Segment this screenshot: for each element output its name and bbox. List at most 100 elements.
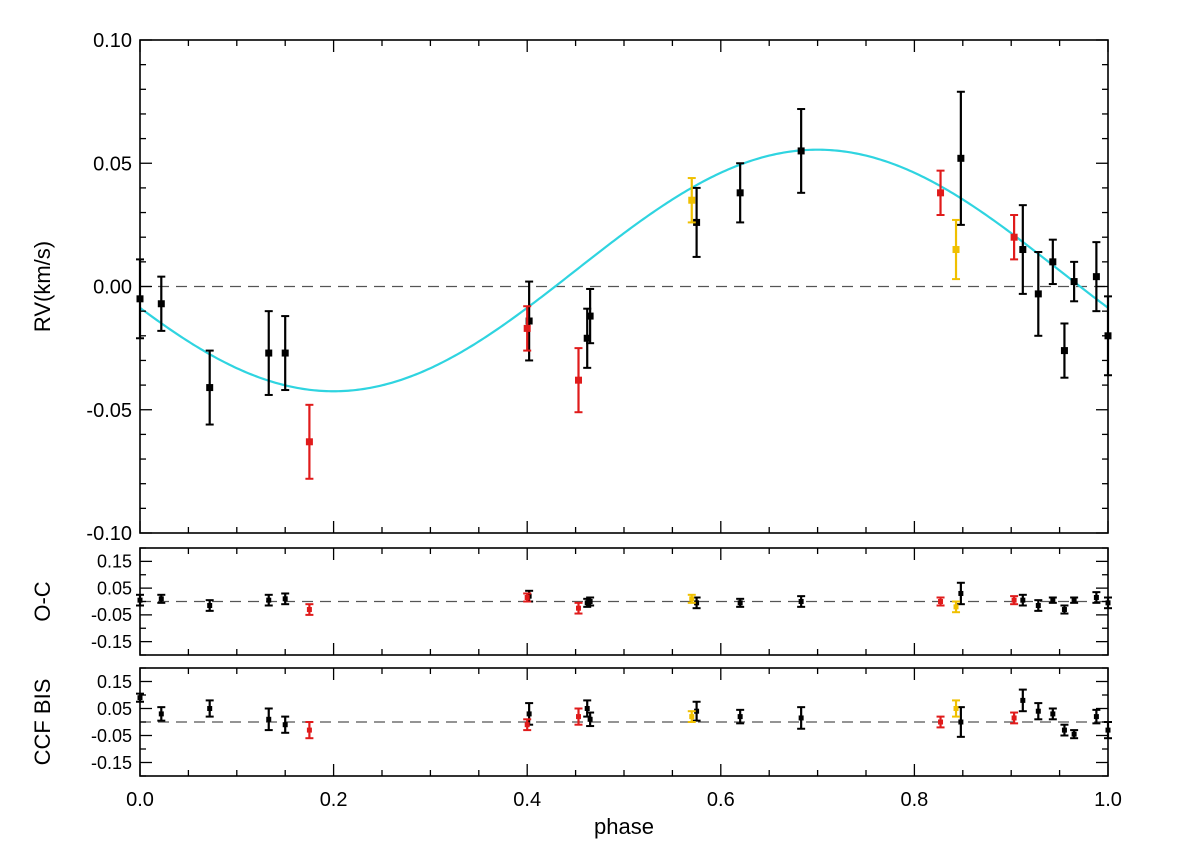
x-tick-label: 0.2 <box>320 789 348 811</box>
data-point-black <box>525 280 534 362</box>
data-point-black <box>736 162 745 224</box>
data-point-black <box>205 699 214 718</box>
rv-panel: 0.10 0.05 0.00 -0.05 -0.10 RV(km/s) <box>30 30 1112 545</box>
data-marker <box>524 594 530 600</box>
data-marker <box>689 714 695 720</box>
data-point-red <box>523 305 532 352</box>
data-point-black <box>1034 250 1043 337</box>
oc-panel: 0.15 0.05 -0.05 -0.15 O-C <box>30 547 1112 656</box>
data-point-black <box>205 349 214 426</box>
data-point-black <box>586 596 595 607</box>
data-marker <box>1093 714 1099 720</box>
data-point-red <box>574 707 583 726</box>
data-point-black <box>1018 688 1027 713</box>
x-tick-label: 0.4 <box>513 789 541 811</box>
data-point-red <box>936 169 945 217</box>
y-tick-label: -0.05 <box>91 605 132 625</box>
data-marker <box>266 597 272 603</box>
data-point-black <box>157 593 166 604</box>
y-tick-label: 0.15 <box>97 552 132 572</box>
y-axis-label: CCF BIS <box>30 679 55 766</box>
y-tick-label: -0.15 <box>91 632 132 652</box>
data-point-black <box>692 186 701 258</box>
data-marker <box>688 196 696 204</box>
data-point-black <box>1092 708 1101 725</box>
data-marker <box>586 312 594 320</box>
data-marker <box>266 716 272 722</box>
data-point-black <box>264 593 273 607</box>
data-marker <box>953 604 959 610</box>
y-tick-label: 0.05 <box>93 153 132 175</box>
data-marker <box>938 599 944 604</box>
data-point-black <box>956 90 965 226</box>
data-marker <box>937 189 945 197</box>
data-marker <box>1020 697 1026 703</box>
data-marker <box>694 708 700 714</box>
data-marker <box>1071 597 1077 603</box>
data-marker <box>1034 290 1042 298</box>
data-marker <box>524 722 530 728</box>
data-point-black <box>157 275 166 332</box>
y-tick-label: -0.10 <box>86 523 132 545</box>
data-point-black <box>281 315 290 392</box>
y-tick-label: -0.05 <box>86 400 132 422</box>
data-marker <box>158 596 164 602</box>
data-marker <box>1035 603 1041 609</box>
data-marker <box>584 600 590 606</box>
y-axis-label: RV(km/s) <box>30 241 55 332</box>
data-point-black <box>797 706 806 730</box>
data-point-yellow <box>687 710 696 723</box>
data-marker <box>282 596 288 602</box>
data-point-yellow <box>687 593 696 604</box>
data-marker <box>575 376 583 384</box>
data-point-red <box>305 603 314 616</box>
y-tick-label: 0.00 <box>93 277 132 299</box>
data-marker <box>1071 731 1077 737</box>
data-point-red <box>1010 595 1019 606</box>
data-point-red <box>1010 214 1019 261</box>
data-marker <box>1092 273 1100 281</box>
data-point-red <box>574 601 583 615</box>
data-marker <box>1061 727 1067 733</box>
data-marker <box>694 600 700 606</box>
data-point-black <box>956 581 965 606</box>
data-marker <box>265 349 273 357</box>
y-tick-label: 0.10 <box>93 30 132 52</box>
data-point-black <box>281 592 290 606</box>
data-point-black <box>692 700 701 722</box>
x-tick-label: 0.8 <box>900 789 928 811</box>
data-marker <box>281 349 289 357</box>
data-point-black <box>586 711 595 728</box>
data-marker <box>1050 711 1056 717</box>
data-point-black <box>1048 707 1057 721</box>
data-marker <box>938 719 944 725</box>
data-point-black <box>264 310 273 396</box>
data-point-black <box>797 108 806 194</box>
y-tick-label: -0.05 <box>91 726 132 746</box>
data-point-red <box>936 596 945 607</box>
data-point-black <box>264 707 273 732</box>
data-marker <box>952 246 960 254</box>
data-point-red <box>305 721 314 740</box>
data-point-black <box>205 599 214 612</box>
data-marker <box>587 599 593 604</box>
y-axis-label: O-C <box>30 581 55 621</box>
data-point-black <box>1018 593 1027 607</box>
data-marker <box>525 317 533 325</box>
data-point-black <box>736 708 745 725</box>
data-marker <box>1019 246 1027 254</box>
data-marker <box>576 714 582 720</box>
data-marker <box>1020 597 1026 603</box>
data-point-black <box>1034 599 1043 612</box>
y-tick-label: 0.05 <box>97 578 132 598</box>
data-marker <box>736 189 744 197</box>
data-marker <box>958 590 964 596</box>
data-point-black <box>1070 596 1079 604</box>
y-tick-label: -0.15 <box>91 753 132 773</box>
x-tick-label: 1.0 <box>1094 789 1122 811</box>
data-point-red <box>574 347 583 414</box>
data-marker <box>206 384 214 392</box>
data-point-black <box>1070 729 1079 740</box>
